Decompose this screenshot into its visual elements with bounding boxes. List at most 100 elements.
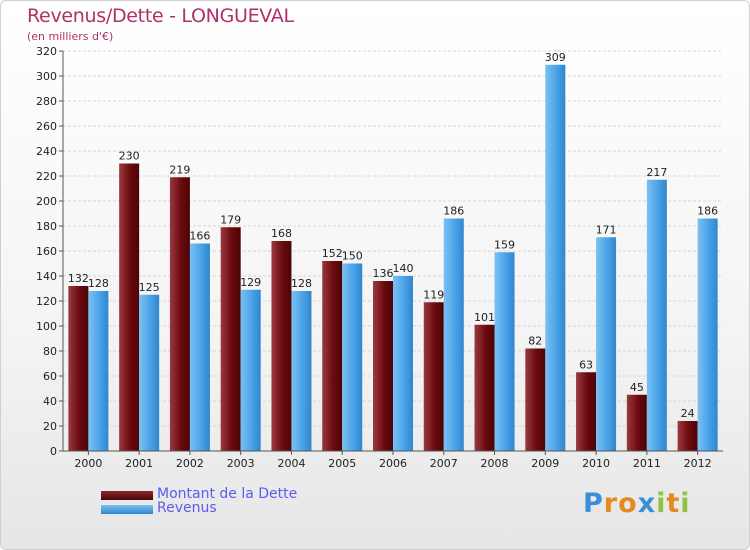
bar-revenus — [443, 218, 464, 451]
data-label-dette: 24 — [681, 407, 695, 420]
bar-revenus — [646, 179, 667, 451]
data-label-revenus: 186 — [697, 205, 718, 218]
x-tick-label: 2008 — [481, 457, 509, 470]
data-label-dette: 45 — [630, 381, 644, 394]
legend-label-revenus: Revenus — [157, 500, 217, 516]
bar-dette — [576, 372, 597, 451]
logo-letter: o — [618, 488, 638, 519]
x-tick-label: 2006 — [379, 457, 407, 470]
data-label-revenus: 217 — [646, 166, 667, 179]
bar-dette — [677, 421, 698, 451]
x-tick-label: 2007 — [430, 457, 458, 470]
data-label-dette: 132 — [68, 272, 89, 285]
y-tick-label: 0 — [50, 445, 57, 458]
bar-dette — [169, 177, 190, 451]
bar-dette — [68, 286, 89, 451]
bar-dette — [271, 241, 292, 451]
y-tick-label: 200 — [36, 195, 57, 208]
data-label-revenus: 171 — [596, 223, 617, 236]
data-label-revenus: 125 — [139, 281, 160, 294]
bar-dette — [423, 302, 444, 451]
data-label-dette: 230 — [119, 150, 140, 163]
data-label-dette: 219 — [169, 163, 190, 176]
bar-dette — [119, 163, 140, 451]
data-label-revenus: 128 — [88, 277, 109, 290]
data-label-revenus: 140 — [393, 262, 414, 275]
x-tick-label: 2011 — [633, 457, 661, 470]
x-tick-label: 2010 — [582, 457, 610, 470]
y-tick-label: 40 — [43, 395, 57, 408]
y-tick-label: 320 — [36, 45, 57, 58]
logo-letter: P — [583, 488, 604, 519]
data-label-revenus: 186 — [443, 205, 464, 218]
y-tick-label: 220 — [36, 170, 57, 183]
data-label-revenus: 128 — [291, 277, 312, 290]
bar-revenus — [240, 289, 261, 451]
y-tick-label: 300 — [36, 70, 57, 83]
logo-letter: r — [603, 488, 619, 519]
bar-dette — [373, 281, 393, 451]
bar-revenus — [596, 237, 617, 451]
data-label-dette: 179 — [220, 213, 241, 226]
bar-dette — [626, 394, 647, 451]
y-tick-label: 240 — [36, 145, 57, 158]
bar-revenus — [494, 252, 515, 451]
data-label-revenus: 150 — [342, 250, 363, 263]
bar-revenus — [545, 64, 566, 451]
x-tick-label: 2009 — [531, 457, 559, 470]
legend-swatch-dette — [101, 491, 153, 500]
bar-dette — [220, 227, 241, 451]
y-tick-label: 260 — [36, 120, 57, 133]
axis-layer: 0 20 40 60 80 100 120 140 160 180 200 220 240 260 280 3… — [36, 45, 723, 470]
bar-revenus — [393, 276, 413, 451]
data-label-dette: 101 — [474, 311, 495, 324]
bars-layer — [68, 64, 718, 451]
bar-revenus — [139, 294, 160, 451]
chart-title: Revenus/Dette - LONGUEVAL — [27, 5, 294, 27]
x-tick-label: 2000 — [74, 457, 102, 470]
data-label-dette: 168 — [271, 227, 292, 240]
bar-revenus — [291, 291, 312, 451]
chart-subtitle: (en milliers d'€) — [27, 30, 114, 43]
bar-revenus — [697, 218, 718, 451]
bar-revenus — [88, 291, 109, 451]
bar-revenus — [189, 243, 210, 451]
y-tick-label: 80 — [43, 345, 57, 358]
y-tick-label: 60 — [43, 370, 57, 383]
y-tick-label: 140 — [36, 270, 57, 283]
data-label-revenus: 309 — [545, 51, 566, 64]
logo-letter: i — [656, 488, 667, 519]
y-tick-label: 120 — [36, 295, 57, 308]
data-label-dette: 119 — [423, 288, 444, 301]
legend-label-dette: Montant de la Dette — [157, 486, 298, 502]
proxiti-logo: Proxiti — [583, 488, 691, 519]
bar-revenus — [342, 263, 363, 451]
bar-dette — [322, 261, 343, 451]
data-label-revenus: 159 — [494, 238, 515, 251]
x-tick-label: 2002 — [176, 457, 204, 470]
x-tick-label: 2005 — [328, 457, 356, 470]
logo-letter: i — [680, 488, 691, 519]
y-tick-label: 180 — [36, 220, 57, 233]
logo-letter: x — [637, 488, 657, 519]
data-label-revenus: 166 — [189, 230, 210, 243]
y-tick-label: 100 — [36, 320, 57, 333]
bar-dette — [474, 324, 495, 451]
data-label-revenus: 129 — [240, 276, 261, 289]
y-tick-label: 160 — [36, 245, 57, 258]
x-tick-label: 2003 — [227, 457, 255, 470]
y-tick-label: 280 — [36, 95, 57, 108]
x-tick-label: 2001 — [125, 457, 153, 470]
y-tick-label: 20 — [43, 420, 57, 433]
x-tick-label: 2012 — [684, 457, 712, 470]
x-tick-label: 2004 — [277, 457, 305, 470]
data-label-dette: 63 — [579, 358, 593, 371]
bar-dette — [525, 348, 546, 451]
data-label-dette: 82 — [528, 335, 542, 348]
logo-letter: t — [666, 488, 681, 519]
legend-swatch-revenus — [101, 505, 153, 514]
data-label-dette: 152 — [322, 247, 343, 260]
